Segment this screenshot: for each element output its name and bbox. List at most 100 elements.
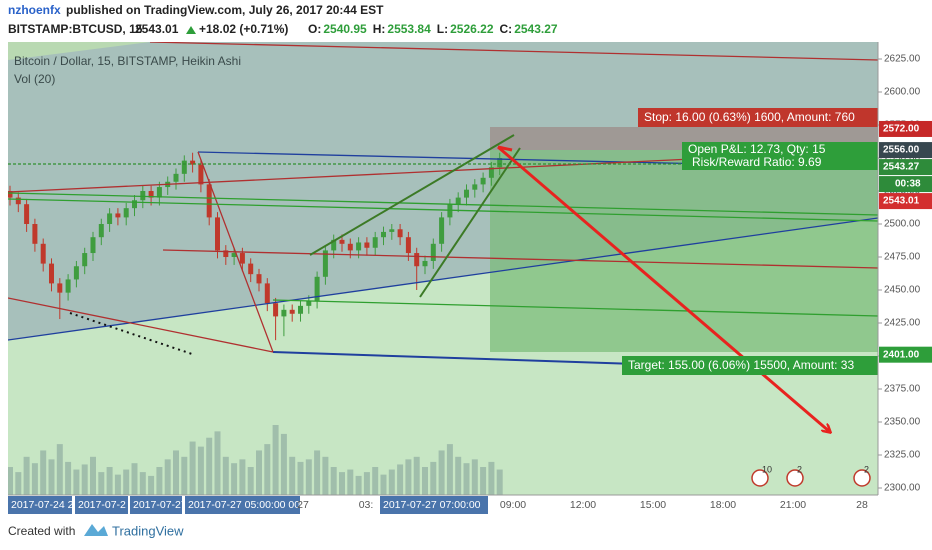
- drawings: [8, 42, 878, 432]
- candle-body: [198, 164, 204, 185]
- target-label: Target: 155.00 (6.06%) 15500, Amount: 33: [628, 358, 854, 372]
- ohlc: O: 2540.95 H: 2553.84 L: 2526.22 C: 2543.27: [308, 22, 558, 36]
- volume-bar: [197, 446, 204, 495]
- price-tag: [879, 346, 932, 363]
- volume-bar: [214, 431, 221, 495]
- candle-body: [430, 243, 436, 261]
- candle-body: [256, 274, 262, 284]
- candle-body: [32, 224, 38, 244]
- candle-body: [148, 191, 154, 198]
- y-tick-label: 2375.00: [884, 384, 921, 395]
- rr-label: Risk/Reward Ratio: 9.69: [692, 155, 822, 169]
- volume-bar: [422, 467, 428, 495]
- volume-bar: [280, 433, 287, 495]
- volume-bar: [330, 467, 337, 495]
- volume-bar: [23, 456, 30, 495]
- volume-bar: [322, 456, 329, 495]
- volume-bar: [81, 464, 88, 495]
- arrow: [497, 145, 830, 432]
- price-tags: 2572.00 2556.00 2543.27 00:38 2543.01 2401.00: [879, 120, 932, 363]
- x-label-box: [380, 496, 488, 514]
- candle-body: [472, 184, 478, 190]
- event-count: 10: [762, 464, 772, 474]
- candle-body: [156, 187, 162, 198]
- x-label-box: [185, 496, 300, 514]
- candle-body: [181, 160, 187, 174]
- volume-bar: [405, 459, 412, 495]
- candle-body: [248, 263, 254, 275]
- x-tick-label: 28: [856, 499, 868, 511]
- fill-zone: [8, 42, 150, 60]
- events: 10 2 2: [751, 464, 871, 487]
- candle-body: [65, 279, 71, 293]
- trend-line: [8, 297, 274, 353]
- x-tick-label: 2017-07-24 2(: [11, 499, 77, 511]
- ohlc-value: 2543.27: [514, 22, 558, 36]
- candle-body: [306, 300, 312, 306]
- volume-bar: [98, 472, 105, 495]
- x-tick-label: 18:00: [710, 499, 736, 511]
- candle-body: [57, 283, 63, 293]
- candle-body: [140, 191, 146, 201]
- volume-bar: [463, 463, 470, 495]
- candle-body: [264, 283, 270, 304]
- candle-body: [90, 237, 96, 254]
- volume-bar: [106, 467, 113, 495]
- volume-bar: [31, 463, 38, 495]
- trend-line: [8, 217, 878, 341]
- volume-bar: [446, 444, 453, 495]
- volume-bar: [372, 467, 379, 495]
- volume-bar: [438, 450, 445, 495]
- y-tick-label: 2500.00: [884, 219, 921, 230]
- candle-body: [289, 309, 295, 314]
- volume-bar: [65, 461, 72, 495]
- channel-line: [272, 299, 878, 317]
- candle-body: [322, 250, 328, 277]
- x-tick-label: 15:00: [640, 499, 666, 511]
- volume-bar: [123, 469, 130, 495]
- y-tick-label: 2475.00: [884, 252, 921, 263]
- candle-body: [381, 231, 386, 238]
- candle-body: [98, 224, 104, 238]
- volume-bar: [289, 456, 296, 495]
- price-axis: [878, 42, 932, 495]
- volume-bar: [73, 469, 80, 495]
- wedge-line: [309, 134, 515, 256]
- volume-bar: [131, 463, 138, 495]
- candle-body: [480, 177, 486, 185]
- channel-line: [8, 198, 878, 222]
- volume-bar: [247, 467, 254, 495]
- x-label-box: [75, 496, 128, 514]
- candle-body: [422, 260, 428, 267]
- event-icon: [786, 469, 804, 487]
- trend-line: [197, 151, 274, 353]
- candle-body: [82, 253, 88, 267]
- volume-bar: [239, 459, 246, 495]
- symbol: BITSTAMP:BTCUSD, 15: [8, 22, 143, 36]
- ohlc-value: 2540.95: [323, 22, 367, 36]
- y-tick-label: 2600.00: [884, 87, 921, 98]
- x-tick-label: 2017-07-27 05:00:00 00: [188, 499, 300, 511]
- volume-bar: [173, 450, 179, 495]
- brand[interactable]: TradingView: [112, 523, 184, 538]
- ohlc-key: H:: [373, 22, 386, 36]
- volume-bar: [231, 463, 238, 495]
- candle-body: [439, 217, 445, 244]
- x-tick-label: 2017-07-27 07:00:00: [383, 499, 481, 511]
- ohlc-key: C:: [500, 22, 513, 36]
- countdown: 00:38: [895, 179, 921, 190]
- volume-bar: [471, 459, 478, 495]
- candle-body: [397, 229, 403, 238]
- ohlc-key: O:: [308, 22, 321, 36]
- price-tag: [879, 120, 932, 137]
- candle-body: [281, 309, 287, 317]
- author[interactable]: nzhoenfx: [8, 3, 61, 17]
- target-box: [622, 356, 878, 375]
- trend-line: [162, 249, 878, 269]
- volume-bar: [15, 472, 22, 495]
- candle-body: [231, 253, 237, 257]
- target-zone: [490, 150, 878, 352]
- x-axis: 2017-07-24 2(2017-07-2 2017-07-27 2017-07-…: [8, 496, 868, 514]
- volume-bar: [264, 444, 271, 495]
